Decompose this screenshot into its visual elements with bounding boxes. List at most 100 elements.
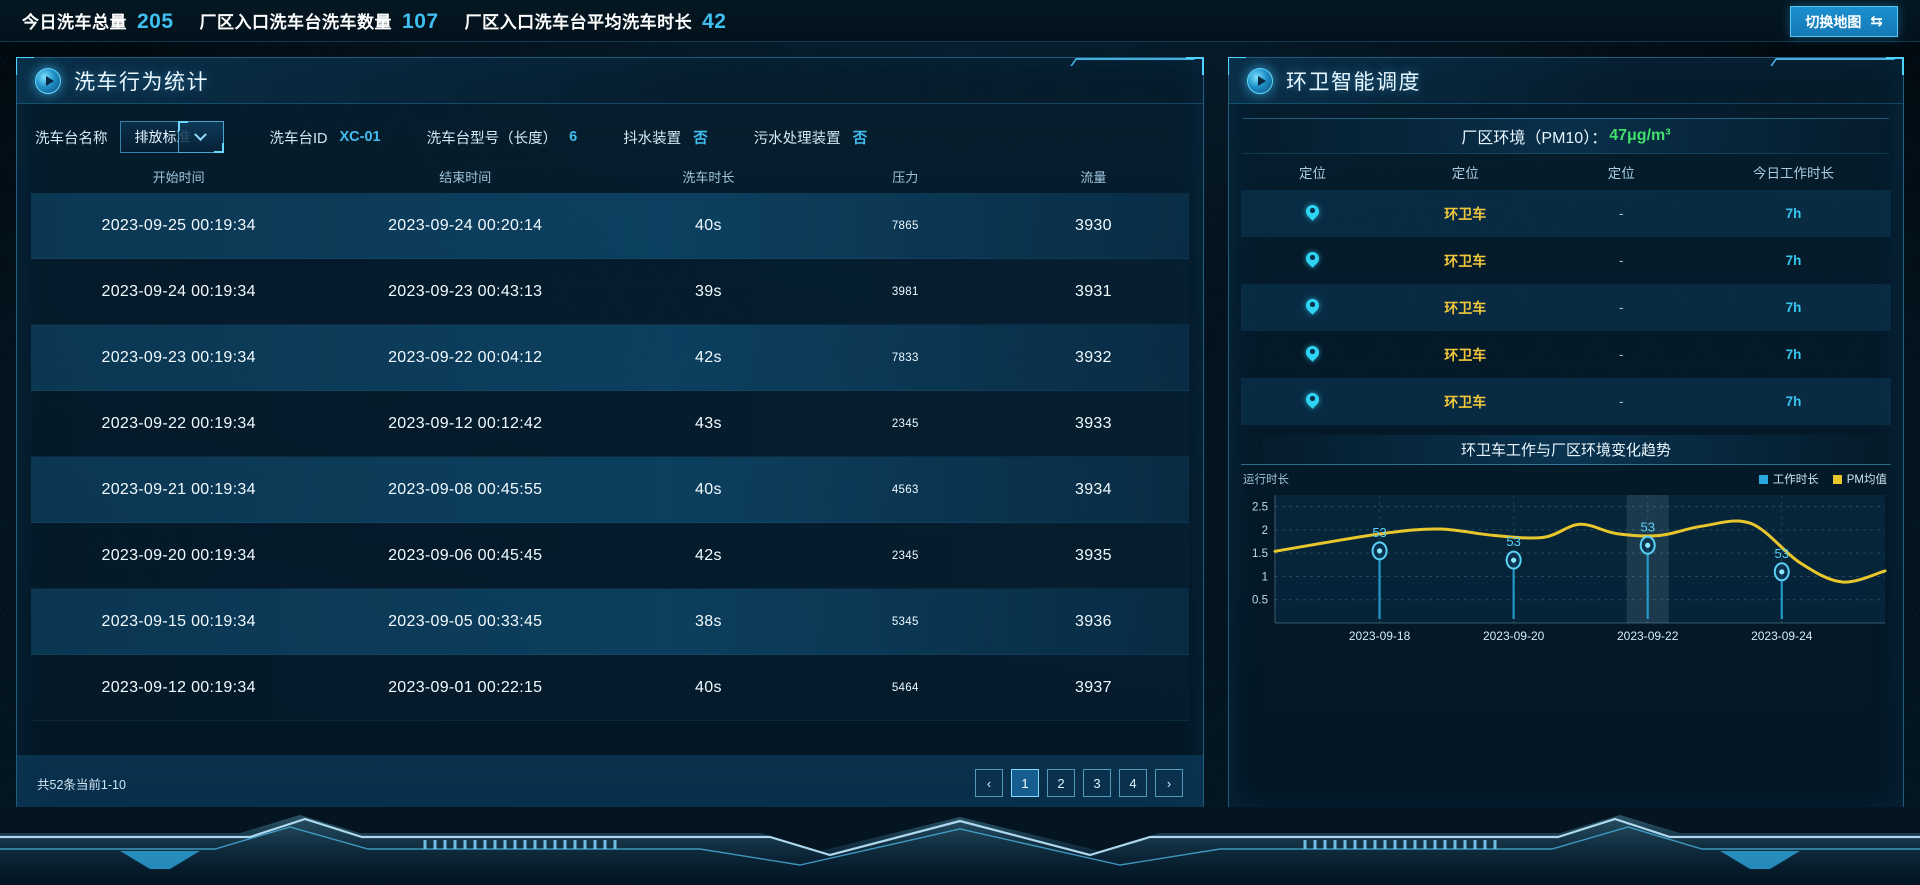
dispatch-table-row[interactable]: 环卫车 - 7h <box>1241 378 1891 425</box>
cell-vehicle-name: 环卫车 <box>1444 252 1487 269</box>
legend-item-pm-average[interactable]: PM均值 <box>1832 471 1887 487</box>
cell-pressure: 2345 <box>891 549 919 562</box>
cell-pressure: 2345 <box>891 417 919 430</box>
pagination-next-button[interactable]: › <box>1155 769 1183 797</box>
cell-start-time: 2023-09-25 00:19:34 <box>101 216 256 234</box>
deco-arrow-left <box>120 851 200 869</box>
kpi-label: 厂区入口洗车台平均洗车时长 <box>464 12 693 32</box>
pagination-page-3[interactable]: 3 <box>1083 769 1111 797</box>
chevron-down-icon[interactable] <box>177 121 224 153</box>
chart-x-tick-label: 2023-09-18 <box>1349 629 1411 643</box>
pagination-page-2[interactable]: 2 <box>1047 769 1075 797</box>
cell-duration: 40s <box>695 678 722 696</box>
kpi-label: 今日洗车总量 <box>22 12 127 32</box>
cell-pressure: 5464 <box>891 681 919 694</box>
column-header-pressure: 压力 <box>892 169 919 185</box>
cell-location-pin[interactable] <box>1241 346 1384 364</box>
dispatch-table-row[interactable]: 环卫车 - 7h <box>1241 190 1891 237</box>
cell-status: - <box>1618 345 1624 362</box>
location-pin-icon[interactable] <box>1306 252 1319 265</box>
cell-flow: 3934 <box>1075 480 1112 498</box>
cell-duration: 42s <box>695 546 722 564</box>
table-row[interactable]: 2023-09-20 00:19:34 2023-09-06 00:45:45 42… <box>31 523 1189 589</box>
cell-location-pin[interactable] <box>1241 205 1384 223</box>
chart-point-label: 53 <box>1640 519 1654 534</box>
dispatch-table-row[interactable]: 环卫车 - 7h <box>1241 237 1891 284</box>
chart-y-tick-label: 1.5 <box>1252 548 1268 560</box>
dispatch-table-row[interactable]: 环卫车 - 7h <box>1241 284 1891 331</box>
column-header-today-work-hours: 今日工作时长 <box>1753 166 1834 181</box>
cell-end-time: 2023-09-23 00:43:13 <box>388 282 543 300</box>
dispatch-table-row[interactable]: 环卫车 - 7h <box>1241 331 1891 378</box>
kpi-value: 42 <box>702 9 727 33</box>
cell-duration: 38s <box>695 612 722 630</box>
legend-label: 工作时长 <box>1772 474 1819 486</box>
chart-lollipop-dot <box>1779 569 1785 575</box>
table-row[interactable]: 2023-09-23 00:19:34 2023-09-22 00:04:12 42… <box>31 325 1189 391</box>
cell-duration: 39s <box>695 282 722 300</box>
select-value: 排放标准 <box>134 129 191 145</box>
deco-hatch-right <box>1303 840 1497 849</box>
header-deco-line <box>1070 58 1196 66</box>
legend-item-work-hours[interactable]: 工作时长 <box>1758 471 1819 487</box>
column-header-end-time: 结束时间 <box>439 169 492 185</box>
record-count-text: 共52条当前1-10 <box>37 777 126 792</box>
cell-flow: 3933 <box>1075 414 1112 432</box>
cell-location-pin[interactable] <box>1241 393 1384 411</box>
cell-start-time: 2023-09-21 00:19:34 <box>101 480 256 498</box>
cell-flow: 3931 <box>1075 282 1112 300</box>
table-row[interactable]: 2023-09-12 00:19:34 2023-09-01 00:22:15 40… <box>31 655 1189 721</box>
chart-lollipop-dot <box>1511 557 1517 563</box>
switch-map-button[interactable]: 切换地图 ⇆ <box>1790 6 1898 37</box>
cell-end-time: 2023-09-22 00:04:12 <box>388 348 543 366</box>
wash-station-id-value: XC-01 <box>339 129 381 145</box>
cell-start-time: 2023-09-15 00:19:34 <box>101 612 256 630</box>
cell-duration: 42s <box>695 348 722 366</box>
cell-location-pin[interactable] <box>1241 252 1384 270</box>
location-pin-icon[interactable] <box>1306 205 1319 218</box>
trend-chart: 运行时长 工作时长 PM均值 0.5 1 1.5 2 2.5 53 53 53 53 2023-0… <box>1241 471 1891 649</box>
emission-standard-select[interactable]: 排放标准 <box>119 121 224 153</box>
swap-icon: ⇆ <box>1870 13 1883 30</box>
chart-x-tick-label: 2023-09-24 <box>1751 629 1813 643</box>
kpi-entrance-avg-duration: 厂区入口洗车台平均洗车时长 42 <box>465 8 727 34</box>
table-row[interactable]: 2023-09-15 00:19:34 2023-09-05 00:33:45 38… <box>31 589 1189 655</box>
table-row[interactable]: 2023-09-24 00:19:34 2023-09-23 00:43:13 39… <box>31 259 1189 325</box>
table-row[interactable]: 2023-09-21 00:19:34 2023-09-08 00:45:55 40… <box>31 457 1189 523</box>
deco-outline-2 <box>0 826 1920 866</box>
location-pin-icon[interactable] <box>1306 299 1319 312</box>
bottom-decoration <box>0 807 1920 885</box>
chart-y-axis-label: 运行时长 <box>1243 474 1289 486</box>
kpi-entrance-wash-count: 厂区入口洗车台洗车数量 107 <box>200 8 439 34</box>
cell-location-pin[interactable] <box>1241 299 1384 317</box>
cell-start-time: 2023-09-20 00:19:34 <box>101 546 256 564</box>
cell-pressure: 7833 <box>891 351 919 364</box>
deco-outline-1 <box>0 817 1920 857</box>
column-header-start-time: 开始时间 <box>152 169 205 185</box>
kpi-group: 今日洗车总量 205 厂区入口洗车台洗车数量 107 厂区入口洗车台平均洗车时长… <box>0 8 726 34</box>
table-row[interactable]: 2023-09-25 00:19:34 2023-09-24 00:20:14 40… <box>31 193 1189 259</box>
chart-y-tick-label: 1 <box>1262 571 1268 583</box>
pagination-page-1[interactable]: 1 <box>1011 769 1039 797</box>
column-header-duration: 洗车时长 <box>682 169 735 185</box>
location-pin-icon[interactable] <box>1306 393 1319 406</box>
legend-swatch-icon <box>1832 475 1842 484</box>
chart-y-tick-label: 2 <box>1262 525 1268 537</box>
location-pin-icon[interactable] <box>1306 346 1319 359</box>
pagination-prev-button[interactable]: ‹ <box>975 769 1003 797</box>
environment-label: 厂区环境（PM10）： <box>1461 130 1608 147</box>
legend-swatch-icon <box>1758 475 1768 484</box>
cell-work-hours: 7h <box>1785 393 1802 409</box>
cell-pressure: 4563 <box>891 483 919 496</box>
table-row[interactable]: 2023-09-22 00:19:34 2023-09-12 00:12:42 43… <box>31 391 1189 457</box>
cell-end-time: 2023-09-06 00:45:45 <box>388 546 543 564</box>
environment-value: 47μg/m³ <box>1609 127 1671 144</box>
panel-title: 洗车行为统计 <box>74 70 209 94</box>
pagination-page-4[interactable]: 4 <box>1119 769 1147 797</box>
chart-x-tick-label: 2023-09-20 <box>1483 629 1545 643</box>
cell-flow: 3935 <box>1075 546 1112 564</box>
chart-x-tick-label: 2023-09-22 <box>1617 629 1679 643</box>
chart-point-label: 53 <box>1372 525 1386 540</box>
kpi-value: 107 <box>402 9 439 33</box>
cell-end-time: 2023-09-24 00:20:14 <box>388 216 543 234</box>
